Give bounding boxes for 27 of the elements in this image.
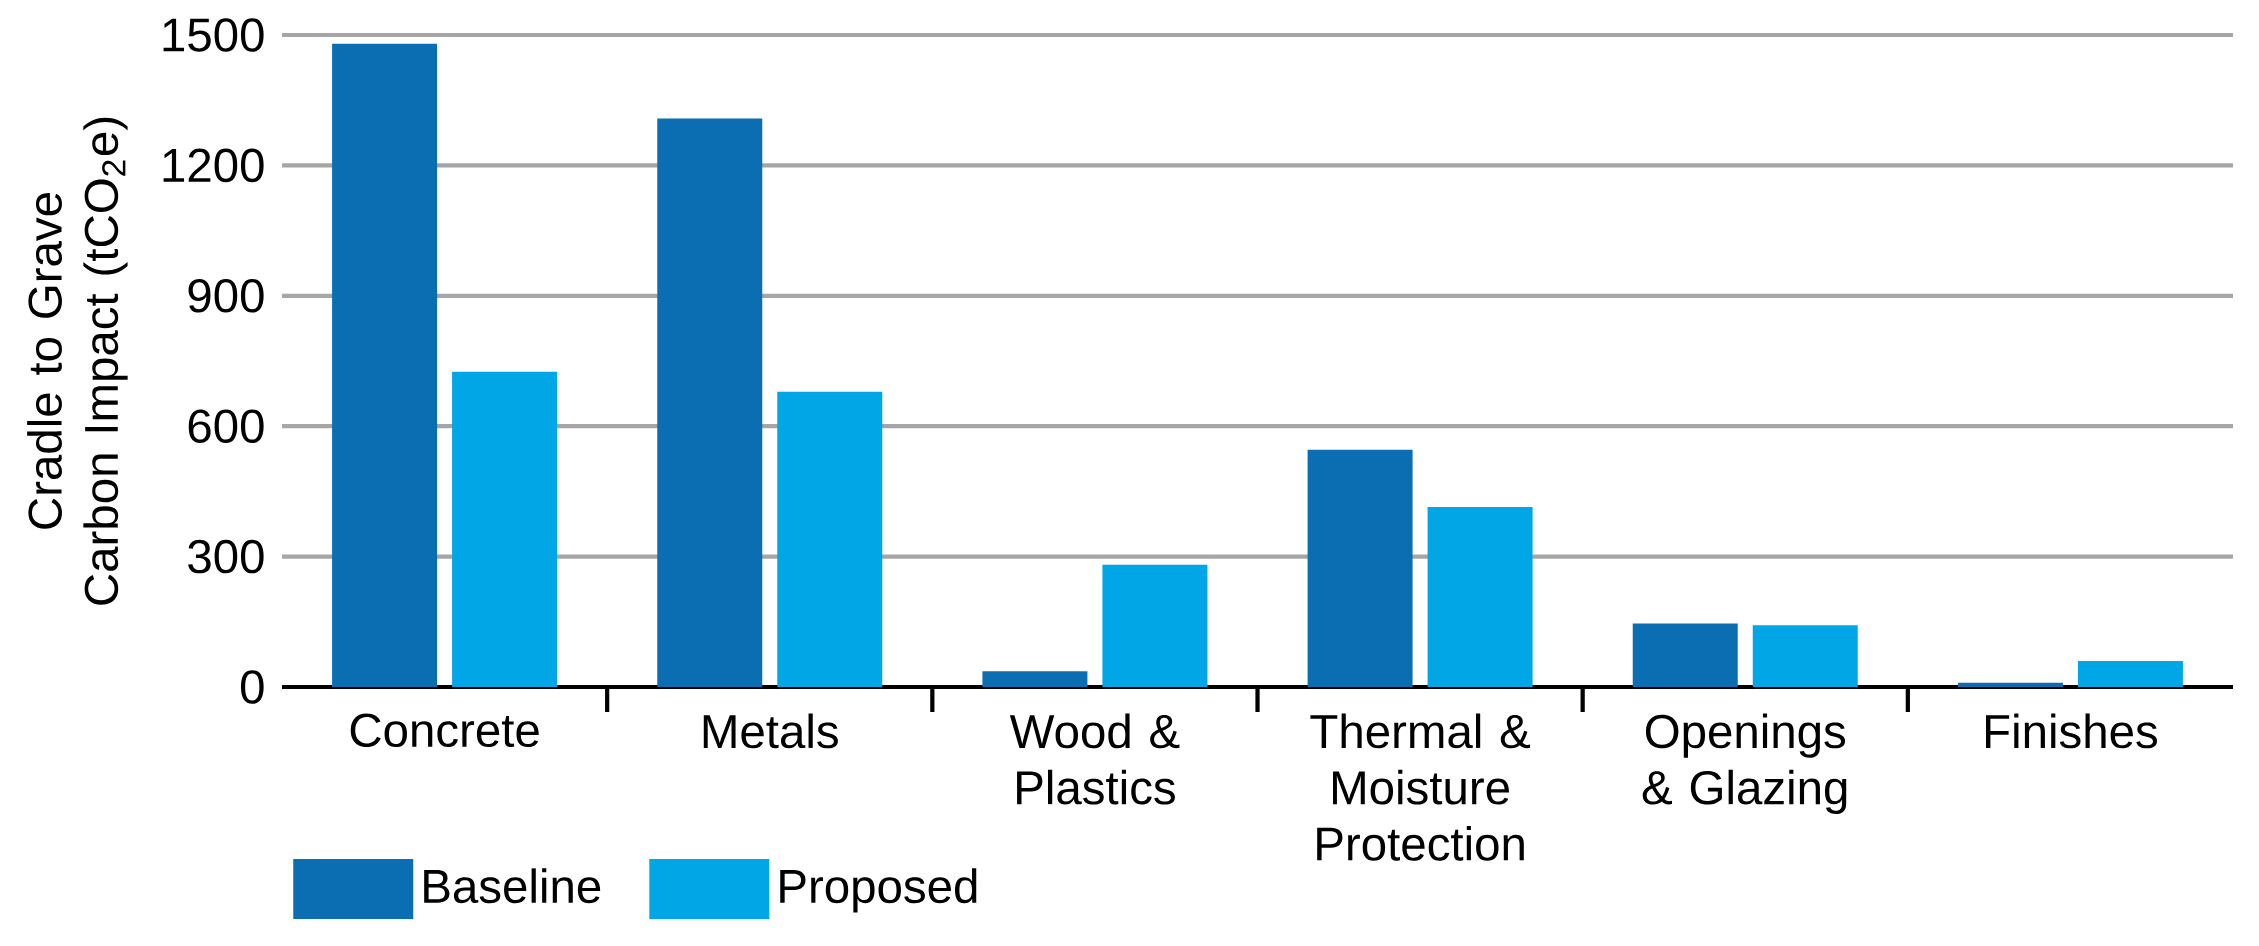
bar — [1307, 449, 1413, 687]
bar — [1957, 682, 2063, 687]
x-tick-label: Wood & Plastics — [1009, 713, 1180, 805]
bar — [777, 391, 883, 687]
legend-label: Baseline — [424, 868, 601, 904]
x-tick-label: Concrete — [350, 713, 539, 748]
y-tick-label: 1200 — [163, 148, 264, 183]
bar — [982, 671, 1088, 687]
x-tick-label: Finishes — [1986, 713, 2157, 749]
bar — [332, 43, 438, 687]
x-tick-label: Openings & Glazing — [1642, 713, 1847, 814]
x-tick-label: Metals — [703, 713, 838, 749]
bar — [1427, 507, 1533, 687]
y-tick-label: 300 — [188, 539, 264, 574]
y-tick-label: 0 — [240, 670, 264, 704]
bar — [1102, 564, 1208, 687]
y-tick-label: 900 — [188, 279, 264, 313]
bar — [452, 371, 558, 687]
legend-label: Proposed — [780, 868, 977, 913]
y-axis-title: Cradle to Grave Carbon Impact (tCO$_{2}$e) — [27, 117, 128, 605]
y-tick-label: 600 — [188, 409, 264, 443]
bar — [1632, 623, 1738, 687]
x-tick-label: Thermal & Moisture Protection — [1310, 713, 1531, 861]
bar — [657, 118, 763, 687]
bar — [1752, 625, 1858, 687]
bar — [2077, 660, 2183, 687]
y-tick-label: 1500 — [163, 18, 264, 52]
